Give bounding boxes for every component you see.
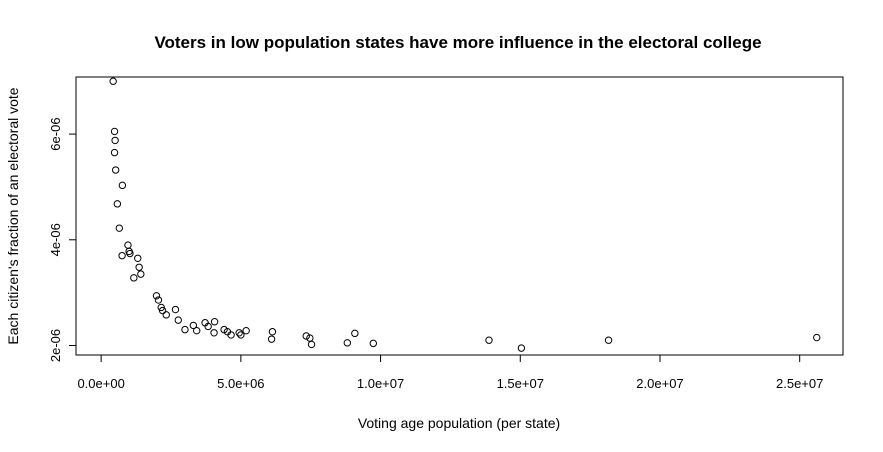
data-point — [485, 336, 493, 344]
plot-frame — [75, 76, 844, 356]
data-point — [115, 224, 124, 232]
data-point — [134, 254, 142, 262]
data-point — [189, 321, 198, 330]
x-axis-label: Voting age population (per state) — [358, 415, 560, 431]
x-tick-label: 1.0e+07 — [357, 376, 404, 391]
data-point — [154, 296, 163, 304]
x-tick-label: 0.0e+00 — [77, 376, 124, 391]
data-point — [158, 306, 167, 315]
data-point — [237, 331, 245, 339]
data-point — [235, 329, 243, 337]
data-point — [351, 329, 359, 338]
x-tick-label: 2.0e+07 — [636, 376, 683, 391]
data-point — [307, 340, 316, 349]
x-axis: 0.0e+00 5.0e+06 1.0e+07 1.5e+07 2.0e+07 2.5e+… — [77, 354, 823, 391]
data-point — [210, 318, 219, 326]
x-tick-label: 2.5e+07 — [776, 376, 823, 391]
data-point — [130, 274, 138, 282]
data-point — [118, 251, 126, 260]
y-axis: 2e-06 4e-06 6e-06 — [48, 117, 77, 362]
data-point — [193, 326, 201, 335]
data-point — [171, 305, 180, 314]
data-point — [517, 344, 526, 352]
data-point — [113, 200, 122, 208]
data-point — [267, 335, 276, 343]
y-tick-label: 6e-06 — [48, 117, 63, 150]
data-point — [137, 270, 145, 278]
data-point — [302, 332, 310, 340]
data-point — [242, 326, 250, 335]
data-point — [210, 329, 218, 337]
data-point — [369, 339, 377, 348]
data-point — [109, 77, 117, 85]
data-point — [110, 148, 119, 157]
data-point — [110, 127, 119, 136]
data-point — [111, 166, 120, 174]
x-tick-label: 5.0e+06 — [217, 376, 264, 391]
data-point — [181, 325, 189, 334]
data-point — [268, 328, 277, 336]
chart-title: Voters in low population states have mor… — [154, 33, 761, 52]
data-point — [204, 322, 212, 331]
y-tick-label: 2e-06 — [48, 329, 63, 362]
data-point — [118, 181, 127, 190]
data-point — [227, 331, 235, 339]
data-point — [343, 339, 352, 347]
data-point — [152, 292, 161, 300]
data-point — [604, 336, 613, 344]
x-tick-label: 1.5e+07 — [497, 376, 544, 391]
data-point — [111, 136, 119, 145]
data-point — [174, 316, 182, 324]
y-tick-label: 4e-06 — [48, 223, 63, 256]
data-point — [813, 333, 821, 342]
data-point — [135, 263, 143, 271]
data-point — [124, 241, 132, 249]
data-point — [126, 249, 134, 258]
data-points — [109, 77, 821, 352]
data-point — [162, 311, 170, 319]
y-axis-label: Each citizen's fraction of an electoral … — [5, 87, 21, 344]
